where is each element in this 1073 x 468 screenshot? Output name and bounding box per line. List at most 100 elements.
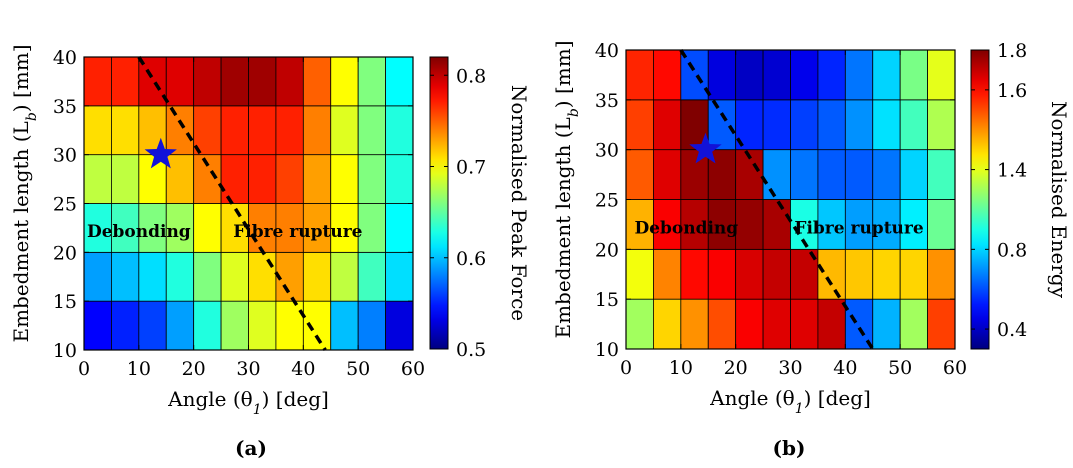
heatmap-cell [872, 298, 901, 350]
heatmap-cell [83, 105, 112, 156]
heatmap-cell [302, 105, 332, 156]
heatmap-cell [165, 251, 195, 302]
heatmap-cell [817, 298, 846, 350]
heatmap-cell [625, 149, 654, 200]
heatmap-cell [680, 199, 709, 250]
y-axis-label-sub: b [24, 112, 40, 121]
y-axis-label-unit: ) [mm] [9, 44, 33, 112]
heatmap-cell [385, 105, 414, 156]
y-tick-label: 10 [595, 339, 619, 361]
y-tick-label: 20 [595, 239, 619, 261]
heatmap-cell [790, 99, 819, 151]
heatmap-cell [385, 300, 414, 351]
heatmap-cells [83, 56, 414, 351]
heatmap-cell [193, 56, 222, 107]
colorbar-tick-label: 1.8 [997, 40, 1027, 62]
x-tick-label: 30 [236, 358, 260, 380]
x-tick-label: 0 [620, 357, 632, 379]
heatmap-cell [680, 298, 709, 350]
y-axis-label-text: Embedment length (L [551, 117, 575, 338]
heatmap-cell [83, 203, 112, 253]
colorbar-tick-label: 0.8 [997, 239, 1027, 261]
heatmap-cell [220, 203, 249, 253]
heatmap-cell [762, 99, 791, 151]
heatmap-cell [302, 300, 332, 351]
heatmap-cell [165, 154, 195, 204]
heatmap-cell [899, 248, 928, 300]
y-axis-label: Embedment length (Lb) [mm] [9, 44, 40, 342]
heatmap-cell [330, 203, 359, 253]
heatmap-cell [138, 300, 167, 351]
heatmap-cell [762, 49, 791, 101]
x-axis-label-text: Angle (θ [709, 386, 795, 410]
heatmap-cell [899, 298, 928, 350]
heatmap-cell [872, 149, 901, 200]
heatmap-cell [653, 298, 682, 350]
heatmap-cell [872, 199, 901, 250]
panel-label: (a) [235, 436, 267, 460]
heatmap-cell [625, 298, 654, 350]
x-tick-label: 50 [346, 358, 370, 380]
y-axis-label-text: Embedment length (L [9, 121, 33, 342]
x-axis-label-sub: 1 [795, 401, 804, 417]
heatmap-cell [111, 56, 140, 107]
heatmap-cell [817, 248, 846, 300]
heatmap-cell [707, 248, 737, 300]
heatmap-cell [357, 154, 386, 204]
heatmap-cell [899, 149, 928, 200]
heatmap-cell [330, 251, 359, 302]
heatmap-cell [248, 251, 277, 302]
region-label: Fibre rupture [233, 222, 362, 242]
heatmap-cell [302, 154, 332, 204]
heatmap-cell [220, 56, 249, 107]
y-tick-label: 25 [53, 194, 77, 216]
colorbar-tick-label: 0.5 [456, 339, 486, 361]
heatmap-cell [927, 248, 956, 300]
heatmap-cell [872, 99, 901, 151]
x-axis-label-unit: ) [deg] [804, 386, 871, 410]
heatmap-cell [707, 298, 737, 350]
heatmap-cell [817, 149, 846, 200]
heatmap-cell [138, 251, 167, 302]
heatmap-cell [330, 56, 359, 107]
heatmap-cell [735, 298, 764, 350]
colorbar-tick-label: 0.6 [456, 248, 486, 270]
heatmap-cell [653, 49, 682, 101]
heatmap-cells [625, 49, 956, 350]
y-tick-label: 20 [53, 242, 77, 264]
heatmap-cell [165, 105, 195, 156]
heatmap-cell [927, 49, 956, 101]
heatmap-cell [302, 56, 332, 107]
heatmap-cell [680, 49, 709, 101]
heatmap-cell [817, 99, 846, 151]
x-tick-label: 20 [724, 357, 748, 379]
heatmap-cell [790, 49, 819, 101]
heatmap-cell [653, 248, 682, 300]
y-axis-label-sub: b [566, 108, 582, 117]
region-label: Fibre rupture [794, 218, 923, 238]
heatmap-cell [220, 251, 249, 302]
heatmap-cell [762, 248, 791, 300]
x-tick-label: 20 [182, 358, 206, 380]
heatmap-cell [927, 149, 956, 200]
heatmap-cell [385, 154, 414, 204]
heatmap-cell [625, 49, 654, 101]
colorbar-tick-label: 1.6 [997, 80, 1027, 102]
heatmap-cell [357, 251, 386, 302]
heatmap-cell [111, 300, 140, 351]
heatmap-cell [330, 154, 359, 204]
region-label: Debonding [87, 222, 191, 242]
heatmap-cell [762, 149, 791, 200]
heatmap-cell [385, 251, 414, 302]
y-axis-label-unit: ) [mm] [551, 40, 575, 108]
heatmap-cell [927, 99, 956, 151]
heatmap-cell [844, 49, 874, 101]
heatmap-cell [357, 56, 386, 107]
heatmap-cell [83, 300, 112, 351]
heatmap-cell [302, 251, 332, 302]
heatmap-cell [735, 248, 764, 300]
x-tick-label: 50 [888, 357, 912, 379]
heatmap-cell [790, 298, 819, 350]
heatmap-cell [193, 251, 222, 302]
